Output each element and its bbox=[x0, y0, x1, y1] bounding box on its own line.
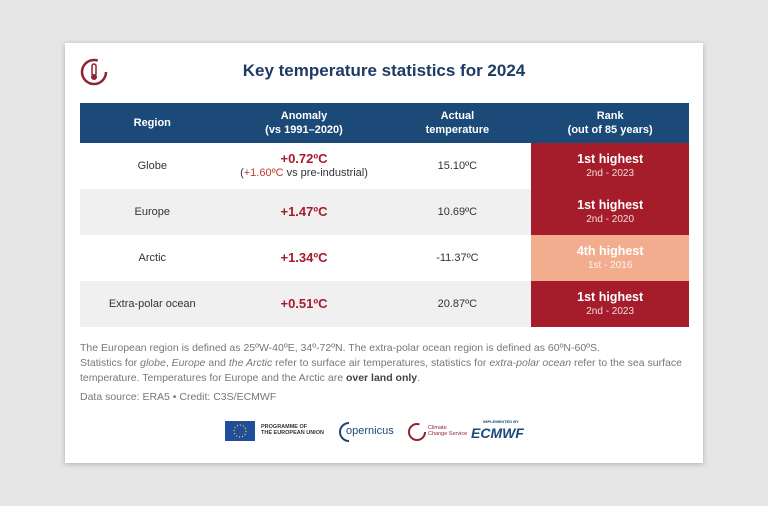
header-line: temperature bbox=[425, 124, 490, 136]
header-cell: Region bbox=[80, 103, 225, 143]
rank-cell: 1st highest 2nd - 2020 bbox=[531, 189, 689, 235]
rank-cell: 1st highest 2nd - 2023 bbox=[531, 281, 689, 327]
header-cell: Rank (out of 85 years) bbox=[531, 103, 689, 143]
anomaly-cell: +1.47ºC bbox=[224, 189, 384, 235]
logo bbox=[80, 58, 108, 86]
note-segment: the Arctic bbox=[228, 357, 273, 369]
row: Arctic +1.34ºC -11.37ºC 4th highest 1st - 20… bbox=[80, 235, 689, 281]
header-line: Actual bbox=[440, 110, 475, 122]
logos: PROGRAMME OF THE EUROPEAN UNION opernicus… bbox=[225, 419, 555, 447]
previous: 2nd - 2020 bbox=[586, 213, 635, 225]
actual: 10.69ºC bbox=[383, 189, 532, 235]
row: Globe +0.72ºC (+1.60ºC vs pre-industrial) 1… bbox=[80, 143, 689, 189]
anomaly: +1.47ºC bbox=[280, 204, 328, 219]
c3s-line: Change Service bbox=[428, 431, 468, 437]
note-part: ( bbox=[240, 167, 244, 179]
previous: 2nd - 2023 bbox=[586, 305, 635, 317]
region: Extra-polar ocean bbox=[80, 281, 225, 327]
header-line: Region bbox=[133, 117, 171, 129]
note-segment: refer to the sea surface temperature. Te… bbox=[80, 357, 682, 384]
rank: 4th highest bbox=[576, 243, 644, 258]
region: Globe bbox=[137, 160, 167, 172]
c3s-mark bbox=[408, 423, 426, 441]
header-row: Region Anomaly (vs 1991–2020) Actual tempera… bbox=[80, 103, 689, 143]
rank-cell: 4th highest 1st - 2016 bbox=[531, 235, 689, 281]
stats-table: Region Anomaly (vs 1991–2020) Actual tempera… bbox=[80, 103, 689, 327]
eu-text: PROGRAMME OF THE EUROPEAN UNION bbox=[261, 424, 324, 436]
note-segment: Statistics for bbox=[80, 357, 141, 369]
note-line: The European region is defined as 25ºW-4… bbox=[80, 341, 692, 356]
region: Arctic bbox=[138, 252, 167, 264]
rank: 1st highest bbox=[577, 289, 644, 304]
anomaly-cell: +0.72ºC (+1.60ºC vs pre-industrial) bbox=[225, 143, 384, 189]
header-line: Anomaly bbox=[280, 110, 328, 122]
source: Data source: ERA5 • Credit: C3S/ECMWF bbox=[80, 391, 277, 403]
region: Europe bbox=[80, 189, 225, 235]
actual: -11.37ºC bbox=[436, 252, 479, 264]
note-segment: Europe bbox=[171, 357, 206, 369]
card: Key temperature statistics for 2024 Regi… bbox=[65, 43, 703, 463]
previous: 1st - 2016 bbox=[587, 259, 633, 271]
eu-line: PROGRAMME OF bbox=[261, 424, 308, 430]
note-segment: globe bbox=[140, 357, 166, 369]
header-line: (out of 85 years) bbox=[567, 124, 653, 136]
copernicus-mark bbox=[339, 422, 350, 442]
ecmwf-text: ECMWF bbox=[471, 425, 524, 441]
note-segment: . bbox=[417, 372, 421, 384]
rank: 1st highest bbox=[577, 151, 644, 166]
anomaly: +1.34ºC bbox=[280, 250, 328, 265]
rank: 1st highest bbox=[577, 197, 644, 212]
anomaly: +0.72ºC bbox=[280, 151, 328, 166]
anomaly-cell: +1.34ºC bbox=[225, 235, 384, 281]
header-cell: Actual temperature bbox=[383, 103, 532, 143]
note-segment: extra-polar ocean bbox=[489, 357, 572, 369]
note-part: +1.60ºC bbox=[243, 167, 284, 179]
header-line: Rank bbox=[596, 110, 624, 122]
implemented-text: IMPLEMENTED BY bbox=[483, 419, 519, 424]
rank-cell: 1st highest 2nd - 2023 bbox=[531, 143, 689, 189]
actual: 20.87ºC bbox=[383, 281, 532, 327]
header-cell: Anomaly (vs 1991–2020) bbox=[224, 103, 384, 143]
c3s-line: Climate bbox=[428, 425, 447, 431]
header-line: (vs 1991–2020) bbox=[265, 124, 343, 136]
anomaly-cell: +0.51ºC bbox=[224, 281, 384, 327]
notes: The European region is defined as 25ºW-4… bbox=[80, 341, 692, 386]
note-segment: over land only bbox=[345, 372, 418, 384]
actual: 15.10ºC bbox=[437, 160, 478, 172]
row: Extra-polar ocean +0.51ºC 20.87ºC 1st highe… bbox=[80, 281, 689, 327]
row: Europe +1.47ºC 10.69ºC 1st highest 2nd - 202… bbox=[80, 189, 689, 235]
note-line: Statistics for globe, Europe and the Arc… bbox=[80, 356, 692, 386]
anomaly: +0.51ºC bbox=[280, 296, 328, 311]
copernicus-text: opernicus bbox=[346, 425, 394, 437]
eu-flag bbox=[225, 421, 255, 441]
note-segment: refer to surface air temperatures, stati… bbox=[272, 357, 490, 369]
previous: 2nd - 2023 bbox=[586, 167, 635, 179]
note-segment: and bbox=[205, 357, 229, 369]
eu-line: THE EUROPEAN UNION bbox=[261, 430, 324, 436]
title: Key temperature statistics for 2024 bbox=[242, 61, 526, 80]
note-segment: The European region is defined as 25ºW-4… bbox=[80, 342, 600, 354]
c3s-text: Climate Change Service bbox=[428, 425, 467, 437]
note-segment: , bbox=[165, 357, 172, 369]
note-part: vs pre-industrial) bbox=[283, 167, 368, 179]
anomaly-note: (+1.60ºC vs pre-industrial) bbox=[225, 166, 384, 180]
